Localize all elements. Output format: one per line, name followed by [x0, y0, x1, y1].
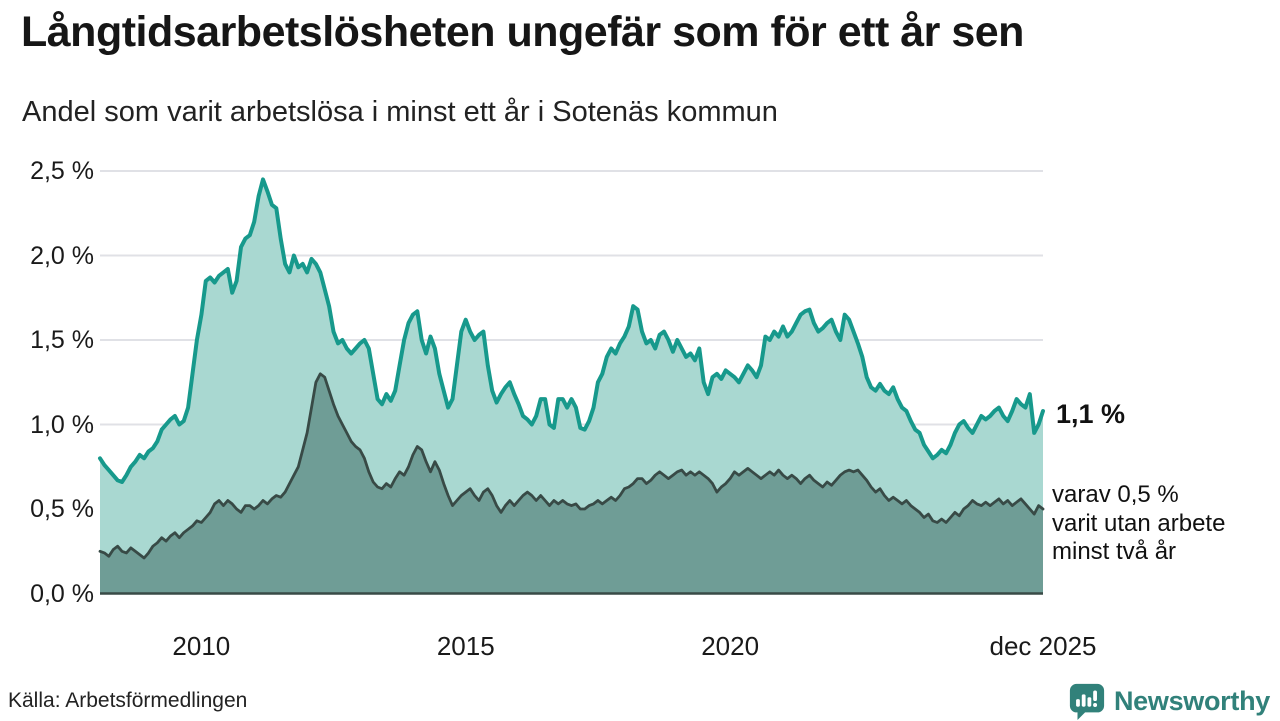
- latest-value-label: 1,1 %: [1056, 399, 1126, 429]
- y-axis-label: 1,0 %: [30, 410, 94, 439]
- total-line: [98, 177, 1045, 484]
- y-axis-label: 0,5 %: [30, 495, 94, 523]
- x-axis-label: dec 2025: [989, 631, 1097, 661]
- source-label: Källa: Arbetsförmedlingen: [8, 689, 248, 712]
- two-year-line: [98, 372, 1045, 560]
- newsworthy-chart-bubble-icon: [1069, 683, 1105, 720]
- y-axis-label: 0,0 %: [30, 579, 94, 608]
- x-axis-label: 2015: [436, 631, 495, 661]
- x-axis-label: 2010: [172, 631, 231, 661]
- chart-subtitle: Andel som varit arbetslösa i minst ett å…: [22, 96, 778, 128]
- chart-title: Långtidsarbetslösheten ungefär som för e…: [21, 8, 1024, 56]
- two-year-area: [100, 373, 1043, 594]
- y-axis-label: 2,0 %: [30, 241, 94, 270]
- newsworthy-logo-text: Newsworthy: [1113, 685, 1270, 716]
- total-area: [100, 179, 1043, 594]
- y-axis-label: 1,5 %: [30, 326, 94, 354]
- y-axis-label: 2,5 %: [30, 157, 94, 185]
- secondary-value-label: varav 0,5 % varit utan arbete minst två …: [1052, 481, 1226, 566]
- x-axis-label: 2020: [701, 631, 760, 661]
- newsworthy-logo: Newsworthy: [1068, 681, 1270, 721]
